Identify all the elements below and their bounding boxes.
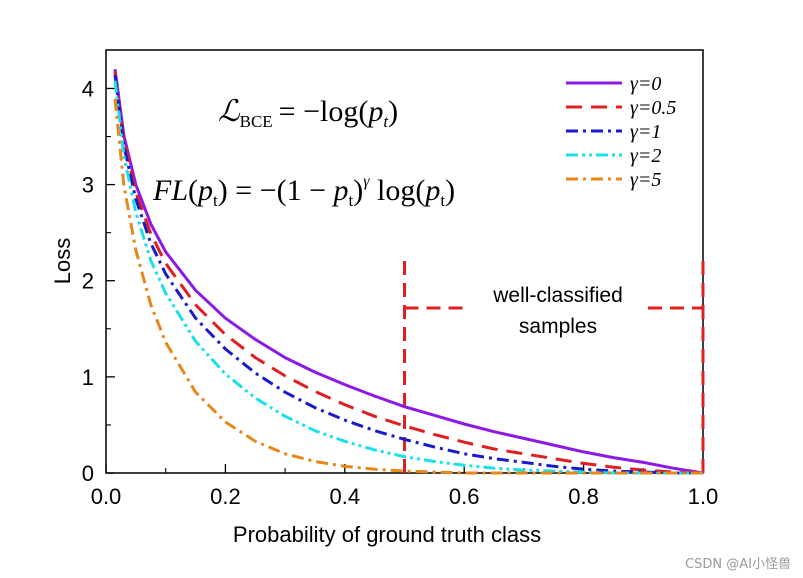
formula-bce-rhs: = −log(: [279, 95, 369, 128]
x-tick-label-0: 0.0: [91, 484, 122, 509]
formula-fl-mid: ) = −(1 −: [218, 174, 334, 207]
legend-label-0: γ=0: [630, 73, 661, 95]
formula-bce-lhs: ℒ: [218, 95, 241, 128]
formula-fl-open: (: [188, 174, 198, 207]
y-tick-label-1: 1: [82, 365, 94, 390]
tick-labels: 0.0 0.2 0.4 0.6 0.8 1.0 0 1 2 3 4: [82, 76, 719, 509]
legend-label-4: γ=5: [630, 169, 661, 191]
formula-fl-var-sub: t: [213, 191, 218, 210]
legend: γ=0γ=0.5γ=1γ=2γ=5: [566, 73, 676, 191]
series-line-4: [113, 98, 703, 475]
series-group: [113, 69, 704, 475]
y-tick-label-2: 2: [82, 269, 94, 294]
region-label-line2: samples: [519, 315, 597, 338]
series-line-0: [113, 69, 704, 475]
formula-fl-var3: p: [423, 174, 440, 207]
formula-bce-lhs-sub: BCE: [240, 112, 273, 131]
formula-fl-close: ): [445, 174, 455, 207]
watermark: CSDN @AI小怪兽: [685, 557, 791, 572]
y-tick-label-0: 0: [82, 461, 94, 486]
y-axis-title: Loss: [50, 238, 75, 284]
formula-bce-close: ): [388, 95, 398, 128]
legend-label-2: γ=1: [630, 121, 661, 143]
x-tick-label-4: 0.8: [568, 484, 599, 509]
svg-text:FL(pt) = −(1 − pt)γ log(pt): FL(pt) = −(1 − pt)γ log(pt): [152, 173, 455, 210]
well-classified-region: [403, 261, 705, 473]
x-tick-label-1: 0.2: [210, 484, 241, 509]
formula-bce-var-sub: t: [383, 112, 389, 131]
formula-fl-var: p: [196, 174, 213, 207]
x-axis-title: Probability of ground truth class: [233, 522, 541, 547]
formula-fl-log: log(: [370, 174, 426, 207]
series-line-2: [113, 74, 703, 475]
x-tick-label-5: 1.0: [688, 484, 719, 509]
formula-fl-var2: p: [332, 174, 349, 207]
legend-label-1: γ=0.5: [630, 97, 676, 119]
formula-fl-var2-sub: t: [349, 191, 354, 210]
region-label-line1: well-classified: [492, 284, 623, 307]
x-tick-label-3: 0.6: [449, 484, 480, 509]
y-tick-label-3: 3: [82, 173, 94, 198]
formula-fl-lhs: FL: [152, 174, 188, 207]
y-tick-label-4: 4: [82, 76, 94, 101]
formula-bce: ℒBCE = −log(pt): [218, 95, 398, 131]
formula-fl-var3-sub: t: [440, 191, 445, 210]
formula-fl: FL(pt) = −(1 − pt)γ log(pt): [152, 173, 455, 210]
formula-bce-var: p: [366, 95, 383, 128]
legend-label-3: γ=2: [630, 145, 661, 167]
series-line-1: [113, 71, 704, 475]
x-tick-label-2: 0.4: [330, 484, 361, 509]
svg-text:ℒBCE= −log(pt): ℒBCE = −log(pt): [218, 95, 398, 131]
series-line-3: [113, 80, 703, 475]
formula-fl-exp: γ: [363, 173, 370, 190]
